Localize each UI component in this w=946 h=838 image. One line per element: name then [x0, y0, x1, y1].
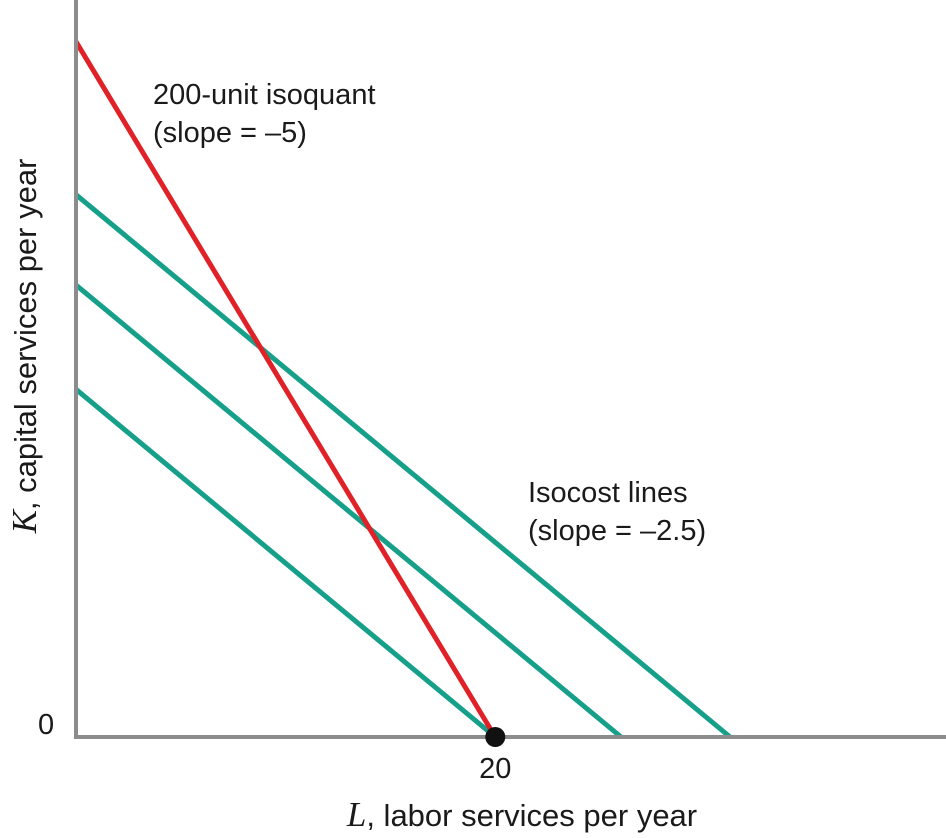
y-axis-label: , capital services per year: [8, 159, 43, 510]
isocost-label: Isocost lines: [528, 477, 688, 509]
origin-label: 0: [38, 709, 54, 741]
isoquant-label: 200-unit isoquant: [153, 79, 376, 111]
isocost-slope-label: (slope = –2.5): [528, 515, 706, 547]
x-tick-label-20: 20: [479, 753, 511, 785]
x-axis-label: , labor services per year: [366, 798, 697, 833]
x-axis-variable: L: [346, 795, 366, 834]
isocost-line-2: [74, 283, 623, 739]
cost-minimizing-point: [485, 727, 506, 747]
x-axis-title: L, labor services per year: [346, 795, 697, 834]
y-axis-variable: K: [5, 508, 44, 534]
isoquant-line: [73, 40, 498, 739]
y-axis-title: K, capital services per year: [5, 159, 44, 535]
isoquant-slope-label: (slope = –5): [153, 117, 307, 149]
isocost-line-1: [74, 387, 497, 739]
isocost-line-3: [74, 192, 732, 739]
